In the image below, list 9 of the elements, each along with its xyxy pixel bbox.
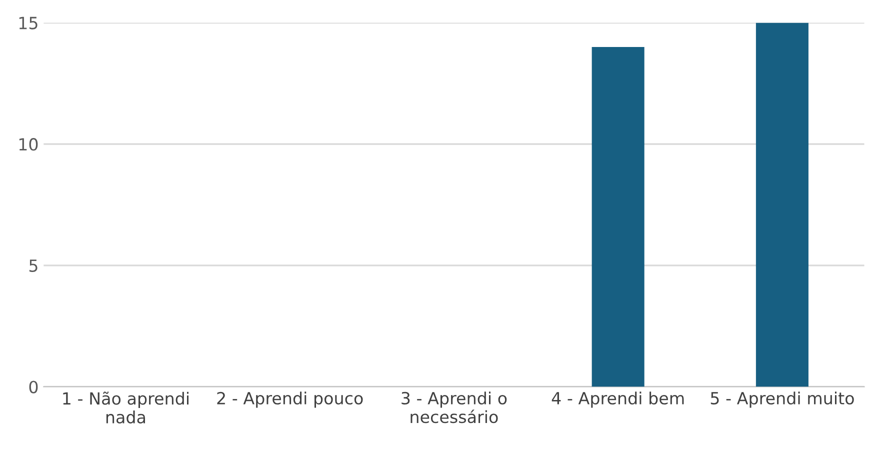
y-tick-label: 5	[29, 260, 38, 272]
y-tick-label: 0	[29, 380, 38, 394]
x-tick-label: 1 - Não aprendi nada	[63, 392, 188, 424]
y-tick-label: 10	[19, 138, 38, 151]
x-tick-label: 4 - Aprendi bem	[552, 392, 684, 408]
x-tick-label: 3 - Aprendi o necessário	[402, 392, 507, 424]
y-tick-label: 15	[19, 16, 38, 30]
x-tick-label: 2 - Aprendi pouco	[217, 392, 363, 408]
x-tick-label: 5 - Aprendi muito	[710, 392, 854, 408]
